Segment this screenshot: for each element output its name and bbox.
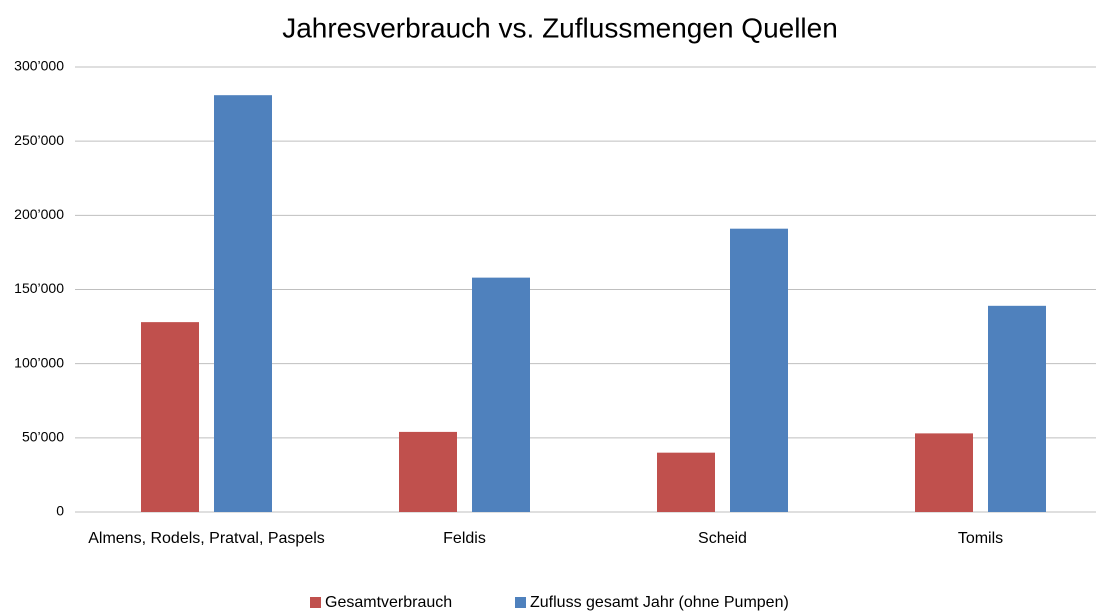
y-tick-label: 150’000	[14, 280, 64, 296]
x-tick-label: Tomils	[957, 530, 1004, 547]
y-tick-label: 300’000	[14, 58, 64, 74]
chart-title: Jahresverbrauch vs. Zuflussmengen Quelle…	[282, 12, 838, 43]
bar	[988, 305, 1046, 512]
x-tick-label: Feldis	[443, 530, 486, 547]
y-tick-label: 250’000	[14, 132, 64, 148]
legend-swatch	[310, 597, 321, 608]
bar	[141, 322, 199, 512]
y-tick-label: 100’000	[14, 354, 64, 370]
legend-swatch	[515, 597, 526, 608]
bar	[915, 433, 973, 512]
y-tick-label: 50’000	[22, 429, 64, 445]
x-tick-label: Almens, Rodels, Pratval, Paspels	[88, 530, 325, 547]
bar	[657, 452, 715, 512]
bar	[399, 431, 457, 512]
bar	[214, 95, 272, 512]
legend-label: Zufluss gesamt Jahr (ohne Pumpen)	[530, 594, 789, 611]
bar	[472, 277, 530, 512]
y-tick-label: 200’000	[14, 206, 64, 222]
bar	[730, 228, 788, 512]
legend-label: Gesamtverbrauch	[325, 594, 452, 611]
y-tick-label: 0	[56, 503, 64, 519]
x-tick-label: Scheid	[698, 530, 747, 547]
